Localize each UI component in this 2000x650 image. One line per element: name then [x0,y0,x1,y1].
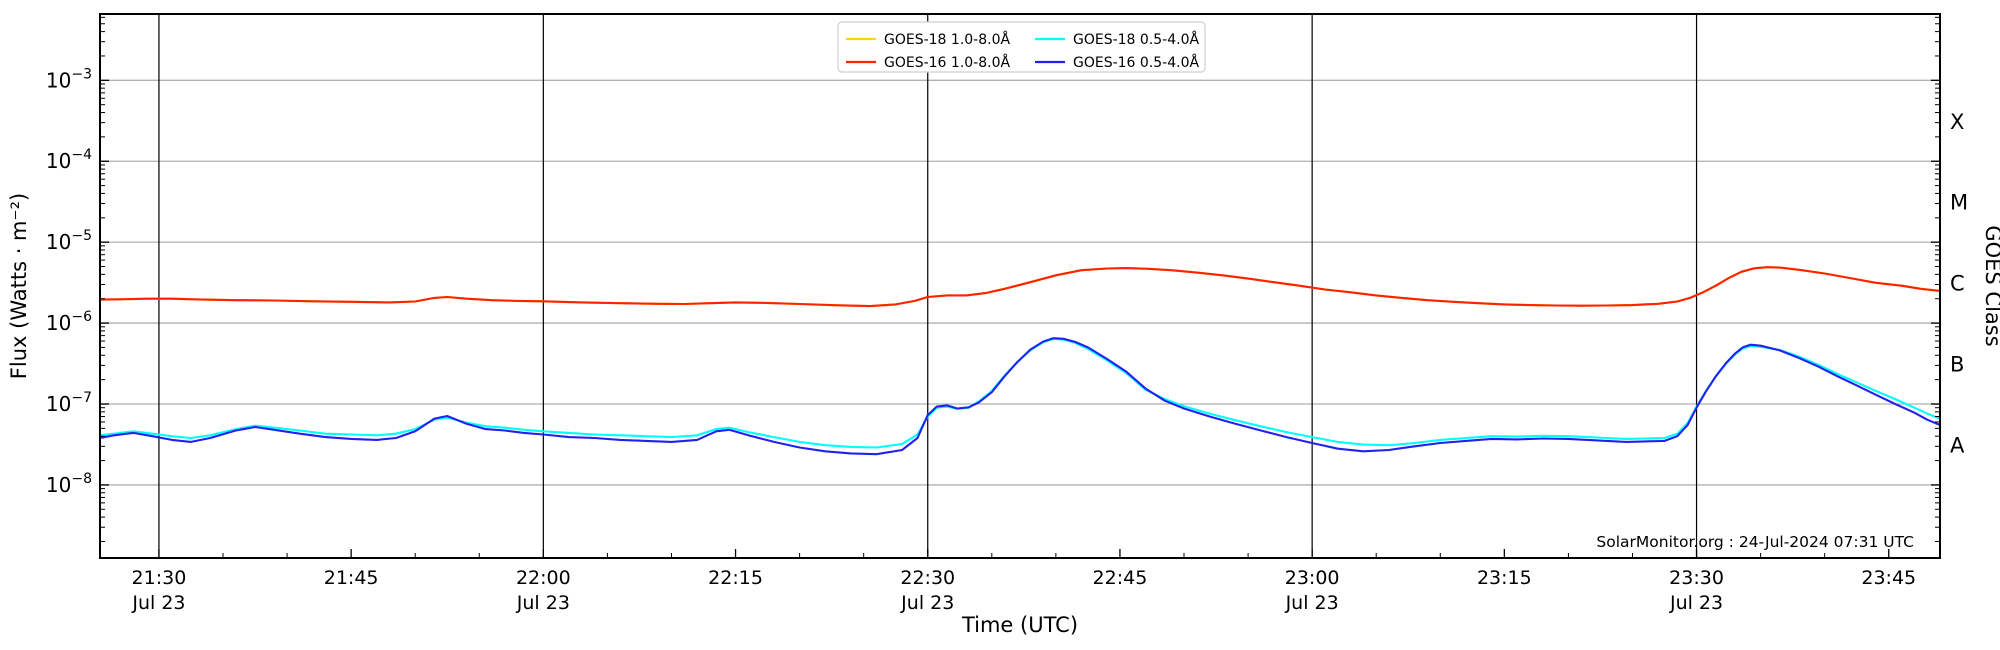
x-tick-date: Jul 23 [1669,592,1723,614]
y-axis-title: Flux (Watts · m⁻²) [7,193,31,379]
x-axis-title: Time (UTC) [961,613,1078,637]
plot-border [99,13,1941,559]
y-tick-label: 10−5 [46,228,92,254]
goes-class-label-c: C [1950,272,1965,296]
watermark-annotation: SolarMonitor.org : 24-Jul-2024 07:31 UTC [1596,533,1914,551]
x-tick-label: 23:30 [1669,567,1724,589]
series-goes-16-1-0-8-0- [100,266,1940,308]
y-tick-label: 10−6 [46,309,92,335]
goes-class-label-a: A [1950,433,1965,457]
legend-label: GOES-18 0.5-4.0Å [1073,31,1199,48]
y-tick-label: 10−7 [46,390,92,416]
series-goes-16-0-5-4-0- [100,337,1940,456]
x-tick-label: 23:15 [1477,567,1532,589]
x-tick-date: Jul 23 [131,592,185,614]
legend-label: GOES-16 0.5-4.0Å [1073,54,1199,71]
y-tick-label: 10−3 [46,66,92,92]
goes-class-label-m: M [1950,191,1968,215]
x-tick-date: Jul 23 [1285,592,1339,614]
goes-class-label-x: X [1950,110,1964,134]
plot-generated-layer: 10−3 10−4 10−5 10−6 10−7 10−8 A B C M X 21:30 Jul 23… [46,13,1968,614]
x-tick-date: Jul 23 [516,592,570,614]
x-tick-label: 22:30 [900,567,955,589]
x-tick-label: 22:00 [516,567,571,589]
x-tick-label: 21:30 [132,567,187,589]
x-tick-label: 23:45 [1861,567,1916,589]
x-tick-label: 22:45 [1093,567,1148,589]
y-tick-label: 10−4 [46,147,92,173]
x-tick-date: Jul 23 [900,592,954,614]
goes-class-label-b: B [1950,353,1964,377]
x-tick-label: 22:15 [708,567,763,589]
x-tick-label: 21:45 [324,567,379,589]
legend-label: GOES-16 1.0-8.0Å [884,54,1010,71]
plot-area [100,14,1940,558]
x-tick-label: 23:00 [1285,567,1340,589]
y-tick-label: 10−8 [46,471,92,497]
legend-box [837,21,1206,73]
right-axis-title: GOES Class [1981,225,2000,346]
legend-label: GOES-18 1.0-8.0Å [884,31,1010,48]
